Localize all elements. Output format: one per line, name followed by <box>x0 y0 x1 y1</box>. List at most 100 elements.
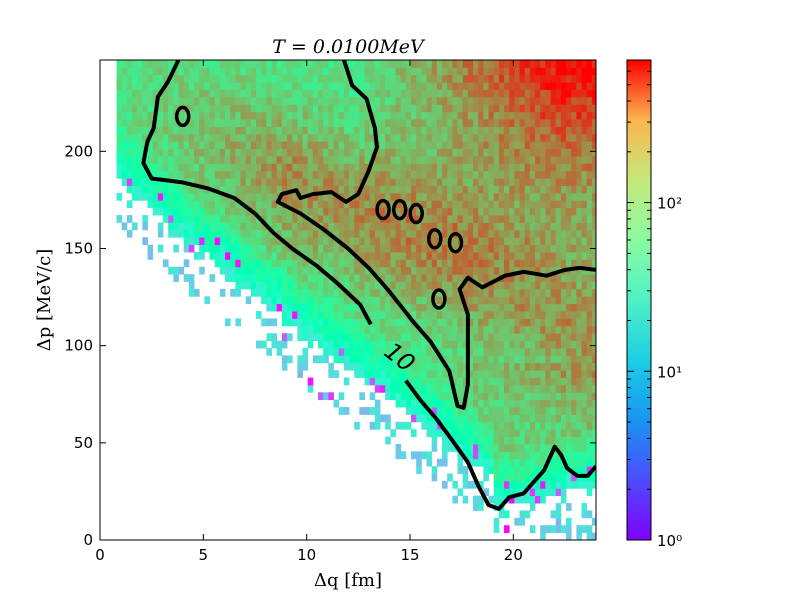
heatmap-cell <box>323 74 329 83</box>
heatmap-cell <box>555 104 562 113</box>
heatmap-cell <box>183 60 190 68</box>
heatmap-cell <box>385 370 391 378</box>
heatmap-cell <box>571 458 577 467</box>
heatmap-cell <box>116 141 123 150</box>
heatmap-cell <box>529 370 536 378</box>
heatmap-cell <box>219 178 226 186</box>
heatmap-cell <box>581 96 588 105</box>
heatmap-cell <box>545 451 551 460</box>
heatmap-cell <box>509 429 515 438</box>
heatmap-cell <box>452 325 458 334</box>
heatmap-cell <box>436 141 443 150</box>
heatmap-cell <box>230 207 236 216</box>
heatmap-cell <box>235 192 241 201</box>
heatmap-cell <box>338 104 345 113</box>
heatmap-cell <box>581 414 588 423</box>
heatmap-cell <box>364 281 371 290</box>
heatmap-cell <box>478 318 484 327</box>
heatmap-cell <box>452 348 458 356</box>
heatmap-cell <box>276 96 283 105</box>
heatmap-cell <box>519 104 526 113</box>
heatmap-cell <box>214 126 221 135</box>
heatmap-cell <box>457 119 464 127</box>
heatmap-cell <box>328 340 334 349</box>
heatmap-cell <box>354 318 360 327</box>
heatmap-cell <box>535 325 541 334</box>
heatmap-cell <box>405 96 412 105</box>
heatmap-cell <box>163 67 169 76</box>
heatmap-cell <box>230 96 236 105</box>
heatmap-cell <box>504 370 510 378</box>
heatmap-cell <box>576 414 582 423</box>
heatmap-cell <box>560 355 567 364</box>
heatmap-cell <box>157 96 164 105</box>
heatmap-cell <box>545 288 551 297</box>
heatmap-cell <box>250 67 257 76</box>
heatmap-cell <box>333 222 340 231</box>
heatmap-cell <box>292 311 298 319</box>
heatmap-cell <box>586 451 593 460</box>
heatmap-cell <box>245 74 252 83</box>
heatmap-cell <box>467 222 474 231</box>
heatmap-cell <box>126 104 133 113</box>
heatmap-cell <box>581 126 588 135</box>
heatmap-cell <box>586 200 593 209</box>
heatmap-cell <box>442 370 448 378</box>
heatmap-cell <box>240 104 247 113</box>
heatmap-cell <box>333 60 340 68</box>
heatmap-cell <box>240 148 247 157</box>
heatmap-cell <box>426 148 433 157</box>
heatmap-cell <box>152 74 159 83</box>
heatmap-cell <box>524 104 531 113</box>
heatmap-cell <box>488 170 495 179</box>
heatmap-cell <box>529 288 536 297</box>
heatmap-cell <box>545 185 551 194</box>
heatmap-cell <box>261 200 267 209</box>
heatmap-cell <box>442 281 448 290</box>
heatmap-cell <box>323 333 329 342</box>
colorbar-tick-label: 10⁰ <box>657 532 682 550</box>
heatmap-cell <box>571 229 577 238</box>
heatmap-cell <box>447 229 453 238</box>
heatmap-cell <box>400 178 407 186</box>
heatmap-cell <box>555 207 562 216</box>
heatmap-cell <box>338 355 345 364</box>
heatmap-cell <box>225 111 231 120</box>
heatmap-cell <box>225 67 231 76</box>
heatmap-cell <box>529 488 536 497</box>
heatmap-cell <box>514 281 520 290</box>
heatmap-cell <box>312 170 319 179</box>
heatmap-cell <box>302 67 309 76</box>
heatmap-cell <box>555 451 562 460</box>
heatmap-cell <box>566 133 572 142</box>
heatmap-cell <box>307 74 314 83</box>
heatmap-cell <box>514 207 520 216</box>
heatmap-cell <box>421 163 427 172</box>
heatmap-cell <box>266 133 272 142</box>
heatmap-cell <box>312 244 319 253</box>
heatmap-cell <box>571 414 577 423</box>
heatmap-cell <box>457 259 464 268</box>
heatmap-cell <box>581 89 588 98</box>
heatmap-cell <box>467 192 474 201</box>
heatmap-cell <box>390 348 396 356</box>
heatmap-cell <box>261 104 267 113</box>
heatmap-cell <box>436 126 443 135</box>
heatmap-cell <box>581 259 588 268</box>
heatmap-cell <box>395 399 402 408</box>
heatmap-cell <box>121 89 128 98</box>
heatmap-cell <box>297 60 303 68</box>
heatmap-cell <box>219 89 226 98</box>
heatmap-cell <box>297 296 303 305</box>
heatmap-cell <box>271 200 278 209</box>
heatmap-cell <box>235 74 241 83</box>
heatmap-cell <box>524 473 531 482</box>
heatmap-cell <box>555 517 562 526</box>
heatmap-cell <box>338 274 345 282</box>
heatmap-cell <box>462 163 469 172</box>
heatmap-cell <box>395 311 402 319</box>
heatmap-cell <box>586 407 593 415</box>
heatmap-cell <box>555 148 562 157</box>
heatmap-cell <box>333 303 340 312</box>
heatmap-cell <box>519 89 526 98</box>
